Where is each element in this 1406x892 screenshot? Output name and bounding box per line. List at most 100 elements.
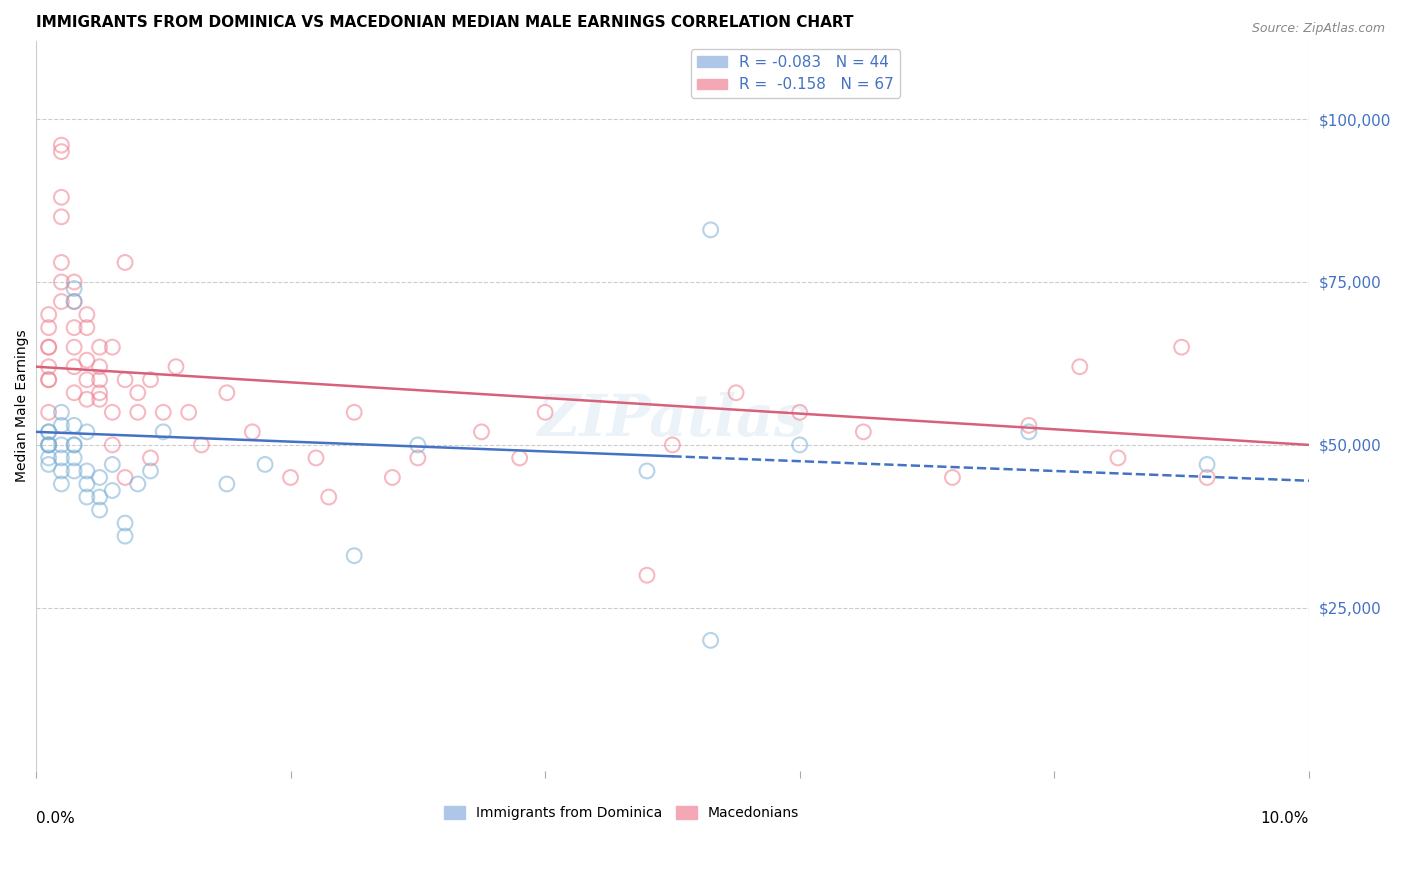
- Point: [114, 255, 136, 269]
- Point: [661, 438, 683, 452]
- Point: [725, 385, 748, 400]
- Point: [318, 490, 340, 504]
- Text: 0.0%: 0.0%: [37, 811, 75, 826]
- Point: [534, 405, 557, 419]
- Text: ZIPatlas: ZIPatlas: [537, 392, 807, 449]
- Point: [89, 359, 111, 374]
- Point: [343, 549, 366, 563]
- Point: [470, 425, 492, 439]
- Point: [63, 294, 86, 309]
- Point: [38, 340, 60, 354]
- Point: [165, 359, 187, 374]
- Point: [636, 464, 658, 478]
- Point: [38, 373, 60, 387]
- Point: [1069, 359, 1091, 374]
- Point: [51, 145, 73, 159]
- Point: [51, 438, 73, 452]
- Point: [38, 438, 60, 452]
- Point: [51, 464, 73, 478]
- Point: [51, 275, 73, 289]
- Point: [51, 138, 73, 153]
- Point: [127, 385, 149, 400]
- Text: 10.0%: 10.0%: [1261, 811, 1309, 826]
- Point: [636, 568, 658, 582]
- Point: [101, 483, 124, 498]
- Point: [63, 438, 86, 452]
- Point: [101, 438, 124, 452]
- Point: [38, 340, 60, 354]
- Point: [38, 425, 60, 439]
- Point: [51, 255, 73, 269]
- Point: [63, 359, 86, 374]
- Point: [51, 477, 73, 491]
- Point: [699, 633, 721, 648]
- Point: [38, 320, 60, 334]
- Point: [63, 294, 86, 309]
- Point: [941, 470, 963, 484]
- Point: [76, 320, 98, 334]
- Point: [89, 392, 111, 407]
- Point: [1018, 425, 1040, 439]
- Point: [51, 210, 73, 224]
- Point: [139, 373, 162, 387]
- Point: [51, 405, 73, 419]
- Point: [381, 470, 404, 484]
- Point: [63, 320, 86, 334]
- Point: [63, 281, 86, 295]
- Point: [63, 275, 86, 289]
- Point: [63, 438, 86, 452]
- Point: [76, 373, 98, 387]
- Point: [1018, 418, 1040, 433]
- Point: [280, 470, 302, 484]
- Y-axis label: Median Male Earnings: Median Male Earnings: [15, 329, 30, 482]
- Point: [190, 438, 212, 452]
- Point: [254, 458, 277, 472]
- Point: [127, 477, 149, 491]
- Point: [89, 340, 111, 354]
- Point: [38, 359, 60, 374]
- Point: [789, 405, 811, 419]
- Point: [240, 425, 263, 439]
- Point: [101, 405, 124, 419]
- Point: [38, 373, 60, 387]
- Point: [38, 438, 60, 452]
- Point: [699, 223, 721, 237]
- Point: [127, 405, 149, 419]
- Point: [38, 450, 60, 465]
- Point: [114, 516, 136, 530]
- Point: [38, 438, 60, 452]
- Point: [152, 405, 174, 419]
- Point: [305, 450, 328, 465]
- Point: [51, 294, 73, 309]
- Point: [51, 190, 73, 204]
- Point: [152, 425, 174, 439]
- Point: [1170, 340, 1192, 354]
- Point: [89, 503, 111, 517]
- Legend: Immigrants from Dominica, Macedonians: Immigrants from Dominica, Macedonians: [439, 801, 804, 826]
- Point: [63, 418, 86, 433]
- Point: [38, 425, 60, 439]
- Point: [63, 385, 86, 400]
- Point: [76, 308, 98, 322]
- Point: [1197, 458, 1219, 472]
- Point: [51, 418, 73, 433]
- Point: [89, 470, 111, 484]
- Point: [114, 470, 136, 484]
- Point: [215, 385, 238, 400]
- Point: [51, 450, 73, 465]
- Point: [509, 450, 531, 465]
- Point: [406, 450, 429, 465]
- Point: [63, 340, 86, 354]
- Point: [63, 464, 86, 478]
- Point: [76, 425, 98, 439]
- Point: [89, 490, 111, 504]
- Point: [177, 405, 200, 419]
- Point: [114, 529, 136, 543]
- Point: [89, 385, 111, 400]
- Point: [63, 450, 86, 465]
- Text: Source: ZipAtlas.com: Source: ZipAtlas.com: [1251, 22, 1385, 36]
- Point: [38, 405, 60, 419]
- Point: [139, 450, 162, 465]
- Point: [789, 438, 811, 452]
- Point: [76, 392, 98, 407]
